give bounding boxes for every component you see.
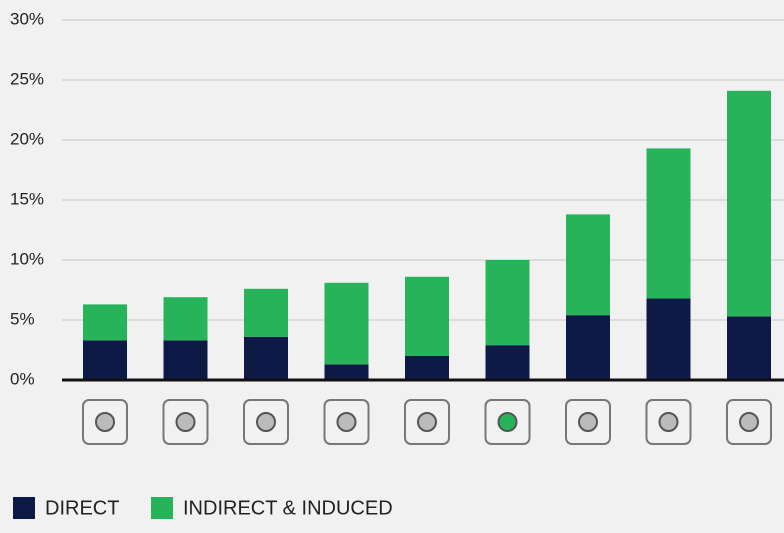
category-icon	[162, 399, 209, 445]
bar-segment	[83, 340, 127, 380]
legend-swatch	[13, 497, 35, 519]
legend-swatch	[151, 497, 173, 519]
icon-dot	[497, 412, 518, 432]
bar-segment	[646, 148, 691, 299]
icon-dot	[336, 412, 357, 432]
bar-segment	[163, 297, 208, 341]
icon-frame	[243, 399, 289, 445]
category-icon	[82, 399, 128, 445]
icon-frame	[404, 399, 450, 445]
bar-segment	[727, 90, 771, 317]
y-tick-label: 15%	[10, 189, 44, 208]
category-icon	[726, 399, 772, 445]
icon-frame	[484, 399, 531, 445]
icon-dot	[739, 412, 759, 432]
y-tick-label: 5%	[10, 309, 35, 328]
bar-segment	[727, 316, 771, 380]
category-icon	[404, 399, 450, 445]
category-icon	[243, 399, 289, 445]
category-icon	[323, 399, 370, 445]
bar-segment	[646, 298, 691, 380]
category-icon	[645, 399, 692, 445]
legend-label: INDIRECT & INDUCED	[183, 497, 393, 519]
bar-segment	[324, 282, 369, 365]
icon-frame	[323, 399, 370, 445]
y-tick-label: 25%	[10, 69, 44, 88]
icon-frame	[565, 399, 611, 445]
bar-segment	[244, 336, 288, 380]
y-tick-label: 30%	[10, 9, 44, 28]
bar-segment	[163, 340, 208, 380]
y-tick-label: 10%	[10, 249, 44, 268]
bar-segment	[485, 260, 530, 346]
bar-segment	[83, 304, 127, 341]
icon-frame	[645, 399, 692, 445]
icon-dot	[417, 412, 437, 432]
bar-segment	[324, 364, 369, 380]
icon-frame	[82, 399, 128, 445]
icon-dot	[658, 412, 679, 432]
bar-segment	[566, 315, 610, 380]
icon-dot	[175, 412, 196, 432]
icon-dot	[578, 412, 598, 432]
legend: DIRECT INDIRECT & INDUCED	[13, 497, 393, 519]
bar-segment	[485, 345, 530, 380]
legend-label: DIRECT	[45, 497, 119, 519]
bar-segment	[405, 276, 449, 356]
category-icon	[484, 399, 531, 445]
bar-segment	[566, 214, 610, 316]
y-tick-label: 20%	[10, 129, 44, 148]
bar-segment	[405, 356, 449, 380]
icon-dot	[95, 412, 115, 432]
y-tick-label: 0%	[10, 369, 35, 388]
icon-dot	[256, 412, 276, 432]
icon-frame	[726, 399, 772, 445]
bar-segment	[244, 288, 288, 337]
category-icon	[565, 399, 611, 445]
icon-frame	[162, 399, 209, 445]
